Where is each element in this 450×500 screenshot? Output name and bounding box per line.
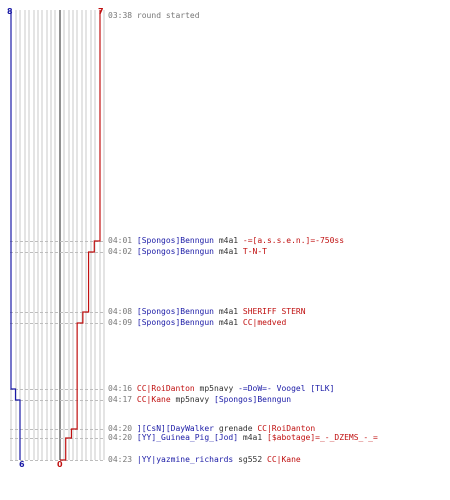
event-markers — [10, 241, 104, 461]
victim-name: CC|medved — [242, 318, 287, 327]
victim-name: SHERIFF STERN — [242, 307, 306, 316]
killer-name: ][CsN][DayWalker — [136, 424, 214, 433]
victim-name: CC|Kane — [267, 455, 301, 464]
weapon-name: mp5navy — [175, 395, 210, 404]
killer-name: [Spongos]Benngun — [136, 307, 214, 316]
killer-name: CC|RoiDanton — [136, 384, 195, 393]
event-row-round-start: 03:38 round started — [108, 10, 200, 21]
event-time: 04:17 — [108, 395, 133, 404]
victim-name: T-N-T — [242, 247, 267, 256]
weapon-name: sg552 — [238, 455, 263, 464]
player-grid — [10, 10, 105, 460]
victim-name: -=DoW=- Voogel [TLK] — [238, 384, 335, 393]
killer-name: [Spongos]Benngun — [136, 236, 214, 245]
event-time: 03:38 — [108, 11, 133, 20]
event-time: 04:20 — [108, 433, 133, 442]
event-time: 04:20 — [108, 424, 133, 433]
event-time: 04:01 — [108, 236, 133, 245]
blue-team-line — [10, 10, 21, 460]
kill-row: 04:23 |YY|yazmine_richards sg552 CC|Kane — [108, 454, 301, 465]
event-time: 04:08 — [108, 307, 133, 316]
killer-name: |YY|yazmine_richards — [136, 455, 234, 464]
weapon-name: m4a1 — [218, 307, 239, 316]
weapon-name: m4a1 — [218, 318, 239, 327]
red-team-line — [60, 10, 101, 461]
killer-name: [Spongos]Benngun — [136, 247, 214, 256]
blue-end-score: 6 — [19, 460, 25, 469]
weapon-name: grenade — [218, 424, 253, 433]
kill-row: 04:08 [Spongos]Benngun m4a1 SHERIFF STER… — [108, 306, 306, 317]
victim-name: [Spongos]Benngun — [214, 395, 292, 404]
kill-row: 04:17 CC|Kane mp5navy [Spongos]Benngun — [108, 394, 291, 405]
weapon-name: m4a1 — [218, 236, 239, 245]
killer-name: CC|Kane — [136, 395, 171, 404]
blue-start-score: 8 — [7, 7, 13, 16]
victim-name: -=[a.s.s.e.n.]=-750ss — [242, 236, 345, 245]
killer-name: [Spongos]Benngun — [136, 318, 214, 327]
kill-row: 04:02 [Spongos]Benngun m4a1 T-N-T — [108, 246, 267, 257]
red-start-score: 7 — [98, 7, 104, 16]
event-time: 04:09 — [108, 318, 133, 327]
weapon-name: m4a1 — [218, 247, 239, 256]
kill-row: 04:01 [Spongos]Benngun m4a1 -=[a.s.s.e.n… — [108, 235, 344, 246]
event-note: round started — [136, 11, 200, 20]
weapon-name: m4a1 — [242, 433, 263, 442]
weapon-name: mp5navy — [199, 384, 234, 393]
victim-name: CC|RoiDanton — [257, 424, 316, 433]
kill-row: 04:09 [Spongos]Benngun m4a1 CC|medved — [108, 317, 286, 328]
event-time: 04:23 — [108, 455, 133, 464]
event-time: 04:02 — [108, 247, 133, 256]
red-end-score: 0 — [57, 460, 63, 469]
event-time: 04:16 — [108, 384, 133, 393]
kill-row: 04:20 [YY]_Guinea_Pig_[Jod] m4a1 [$abota… — [108, 432, 378, 443]
kill-row: 04:16 CC|RoiDanton mp5navy -=DoW=- Vooge… — [108, 383, 334, 394]
kill-row: 04:20 ][CsN][DayWalker grenade CC|RoiDan… — [108, 423, 315, 434]
killer-name: [YY]_Guinea_Pig_[Jod] — [136, 433, 239, 442]
victim-name: [$abotage]=_-_DZEMS_-_= — [267, 433, 378, 442]
